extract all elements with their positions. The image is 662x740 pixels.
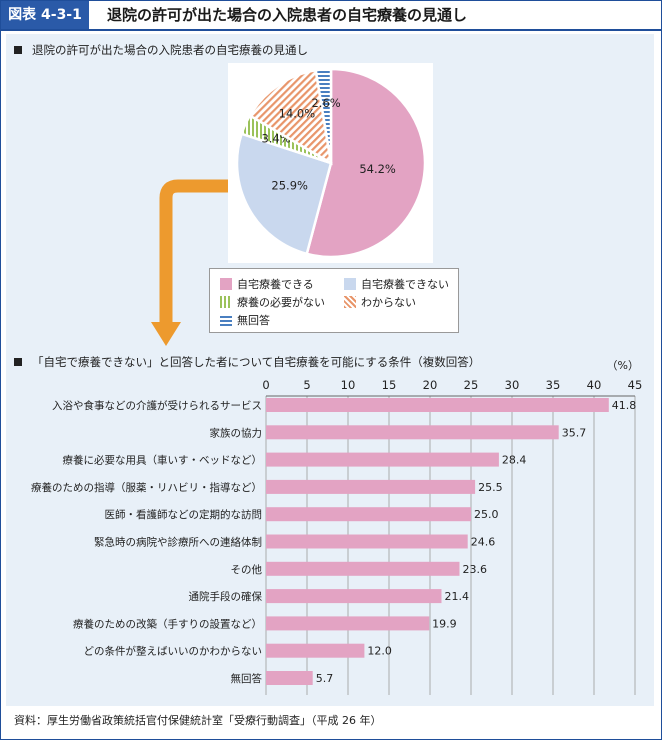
x-tick-label: 35 (546, 378, 561, 392)
arrow-shaft (159, 179, 240, 326)
bar-chart: （%） 0 5 10 15 20 25 30 35 40 45 入浴や食事などの介護が受けられるサービ… (31, 359, 642, 695)
pie-slice (235, 132, 333, 256)
x-tick-label: 25 (464, 378, 479, 392)
bar (266, 479, 476, 494)
section1-heading: 退院の許可が出た場合の入院患者の自宅療養の見通し (14, 42, 308, 58)
x-tick-label: 5 (303, 378, 310, 392)
section2-title: 「自宅で療養できない」と回答した者について自宅療養を可能にする条件（複数回答） (32, 355, 481, 369)
legend-swatch (220, 314, 232, 326)
bar (266, 589, 442, 604)
bullet-square-icon (14, 45, 22, 54)
pie-chart: 54.2%25.9%3.4%14.0%2.6% (235, 67, 427, 259)
bar (266, 452, 499, 467)
pie-slice-label: 14.0% (279, 106, 316, 120)
legend-label: 療養の必要がない (237, 296, 325, 309)
x-tick-label: 40 (587, 378, 602, 392)
figure-header: 図表 4-3-1 退院の許可が出た場合の入院患者の自宅療養の見通し (1, 1, 661, 31)
legend-label: 自宅療養できる (237, 278, 314, 291)
bar (266, 671, 313, 685)
legend-swatch (220, 278, 232, 290)
category-label: 無回答 (231, 672, 263, 685)
bar-value-label: 25.5 (478, 481, 503, 494)
x-tick-label: 20 (423, 378, 438, 392)
pie-slice-label: 54.2% (359, 162, 396, 176)
pie-slice (248, 68, 333, 166)
legend-label: 無回答 (237, 314, 270, 327)
unit-label: （%） (607, 359, 639, 372)
pie-slice-label: 2.6% (311, 96, 340, 110)
pie-slice-label: 25.9% (271, 178, 308, 192)
category-label: 入浴や食事などの介護が受けられるサービス (52, 399, 262, 412)
figure-body: （%） 0 5 10 15 20 25 30 35 40 45 入浴や食事などの介護が受けられるサービ… (6, 34, 654, 706)
bar (266, 643, 365, 658)
legend-swatch (344, 296, 356, 308)
bar-value-label: 23.6 (463, 563, 488, 576)
category-label: どの条件が整えばいいのかわからない (84, 645, 263, 658)
bar-value-label: 35.7 (562, 426, 587, 439)
legend-item: 自宅療養できる (220, 276, 314, 292)
x-tick-label: 10 (341, 378, 356, 392)
section2-heading: 「自宅で療養できない」と回答した者について自宅療養を可能にする条件（複数回答） (14, 354, 480, 370)
legend-label: わからない (361, 296, 416, 309)
category-label: 医師・看護師などの定期的な訪問 (105, 508, 263, 521)
x-tick-label: 45 (628, 378, 643, 392)
bar (266, 507, 471, 522)
bar-value-label: 25.0 (474, 508, 499, 521)
legend-item: 無回答 (220, 312, 270, 328)
category-label: 通院手段の確保 (189, 590, 263, 603)
legend-item: わからない (344, 294, 416, 310)
source-note: 資料：厚生労働省政策統括官付保健統計室「受療行動調査」（平成 26 年） (14, 714, 382, 727)
pie-chart-panel: 54.2% 25.9% 3.4% 14.0% 2.6% (228, 63, 433, 263)
bar (266, 534, 468, 549)
bar-value-label: 21.4 (444, 590, 469, 603)
legend-label: 自宅療養できない (361, 278, 449, 291)
category-label: 療養のための改築（手すりの設置など） (73, 617, 262, 630)
bar-value-label: 41.8 (612, 399, 637, 412)
pie-slice (314, 67, 333, 164)
section1-title: 退院の許可が出た場合の入院患者の自宅療養の見通し (32, 43, 308, 57)
bar-value-label: 24.6 (471, 536, 496, 549)
legend-swatch (344, 278, 356, 290)
category-label: 療養のための指導（服薬・リハビリ・指導など） (31, 481, 262, 494)
bar-value-label: 12.0 (367, 645, 392, 658)
category-label: その他 (231, 563, 263, 576)
flow-arrow (151, 179, 240, 346)
bar-value-label: 19.9 (432, 617, 457, 630)
bar (266, 561, 460, 576)
bar (266, 425, 559, 440)
bullet-square-icon (14, 357, 22, 366)
legend-item: 自宅療養できない (344, 276, 449, 292)
pie-slice (305, 67, 427, 259)
bar-value-label: 5.7 (316, 672, 334, 685)
figure-title: 退院の許可が出た場合の入院患者の自宅療養の見通し (107, 6, 468, 24)
x-tick-label: 30 (505, 378, 520, 392)
bar-value-label: 28.4 (502, 454, 527, 467)
figure-label: 図表 4-3-1 (1, 1, 89, 29)
bar (266, 616, 430, 631)
category-label: 家族の協力 (210, 426, 263, 439)
category-label: 療養に必要な用具（車いす・ベッドなど） (63, 454, 263, 467)
pie-legend: 自宅療養できる 自宅療養できない 療養の必要がない わからない 無回答 (209, 268, 459, 333)
legend-item: 療養の必要がない (220, 294, 325, 310)
bar (266, 398, 609, 412)
chart-canvas: （%） 0 5 10 15 20 25 30 35 40 45 入浴や食事などの介護が受けられるサービ… (31, 179, 642, 695)
x-tick-label: 15 (382, 378, 397, 392)
legend-swatch (220, 296, 232, 308)
category-label: 緊急時の病院や診療所への連絡体制 (94, 536, 262, 549)
arrow-head-icon (151, 322, 181, 346)
x-tick-label: 0 (262, 378, 269, 392)
